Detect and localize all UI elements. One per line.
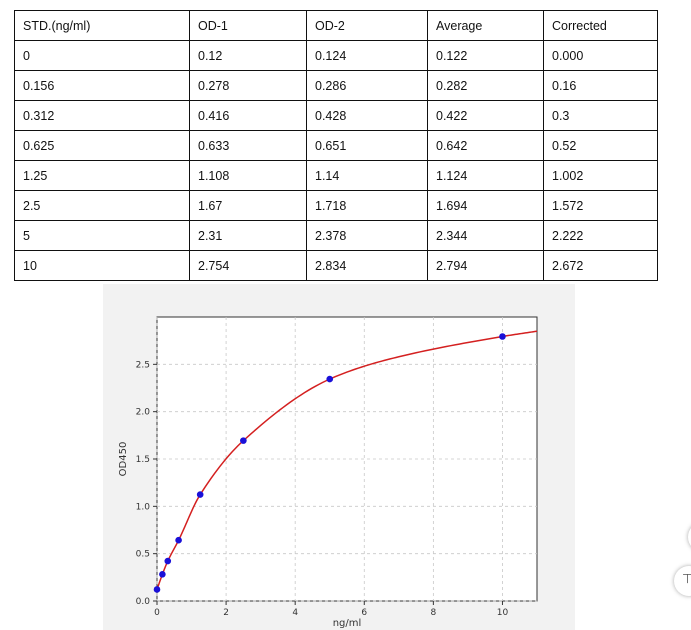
cell-od1: 2.754 (189, 250, 307, 281)
cell-std: 1.25 (14, 160, 190, 191)
x-axis-title: ng/ml (333, 618, 362, 629)
table-row: 10 2.754 2.834 2.794 2.672 (14, 250, 658, 281)
y-tick-label: 1.5 (136, 455, 150, 465)
x-tick-label: 8 (430, 608, 436, 618)
axis-ticks: 0 2 4 6 8 10 0.0 0.5 1.0 1.5 2.0 2.5 (136, 360, 509, 618)
cell-od2: 0.651 (306, 130, 428, 161)
table-row: 2.5 1.67 1.718 1.694 1.572 (14, 190, 658, 221)
table-row: 0 0.12 0.124 0.122 0.000 (14, 40, 658, 71)
y-tick-label: 0.5 (136, 550, 150, 560)
cell-od1: 0.12 (189, 40, 307, 71)
fit-curve-line (156, 330, 538, 590)
data-point (499, 333, 506, 340)
edge-circle-button[interactable]: ⊤ (674, 566, 691, 596)
cell-corrected: 1.572 (543, 190, 658, 221)
cell-od1: 0.278 (189, 70, 307, 101)
header-od2: OD-2 (306, 10, 428, 41)
data-points (153, 333, 506, 593)
cell-average: 0.282 (427, 70, 544, 101)
table-row: 0.625 0.633 0.651 0.642 0.52 (14, 130, 658, 161)
header-std: STD.(ng/ml) (14, 10, 190, 41)
x-tick-label: 6 (361, 608, 367, 618)
cell-od2: 2.834 (306, 250, 428, 281)
x-tick-label: 4 (292, 608, 298, 618)
cell-std: 0.156 (14, 70, 190, 101)
cell-std: 0.625 (14, 130, 190, 161)
cell-od1: 0.416 (189, 100, 307, 131)
data-point (240, 437, 247, 444)
cell-od1: 1.108 (189, 160, 307, 191)
table-row: 0.312 0.416 0.428 0.422 0.3 (14, 100, 658, 131)
cell-od1: 2.31 (189, 220, 307, 251)
cell-od2: 0.286 (306, 70, 428, 101)
cell-corrected: 2.222 (543, 220, 658, 251)
table-row: 1.25 1.108 1.14 1.124 1.002 (14, 160, 658, 191)
y-tick-label: 0.0 (136, 597, 151, 607)
cell-od2: 1.14 (306, 160, 428, 191)
header-od1: OD-1 (189, 10, 307, 41)
pin-icon: ⊤ (682, 572, 691, 587)
y-tick-label: 2.5 (136, 360, 150, 370)
cell-od2: 2.378 (306, 220, 428, 251)
x-tick-label: 10 (497, 608, 509, 618)
y-axis-title: OD450 (118, 442, 129, 477)
cell-od2: 0.428 (306, 100, 428, 131)
cell-average: 0.122 (427, 40, 544, 71)
x-tick-label: 2 (223, 608, 229, 618)
table-row: 5 2.31 2.378 2.344 2.222 (14, 220, 658, 251)
y-tick-label: 1.0 (136, 502, 151, 512)
cell-average: 1.694 (427, 190, 544, 221)
cell-std: 0.312 (14, 100, 190, 131)
cell-average: 1.124 (427, 160, 544, 191)
table-header-row: STD.(ng/ml) OD-1 OD-2 Average Corrected (14, 10, 658, 41)
cell-od2: 1.718 (306, 190, 428, 221)
cell-corrected: 0.3 (543, 100, 658, 131)
cell-std: 2.5 (14, 190, 190, 221)
cell-corrected: 0.52 (543, 130, 658, 161)
cell-od1: 0.633 (189, 130, 307, 161)
data-point (196, 491, 204, 498)
data-point (175, 536, 182, 544)
data-point (326, 375, 334, 383)
plot-area (156, 316, 538, 602)
standard-curve-chart: 0 2 4 6 8 10 0.0 0.5 1.0 1.5 2.0 2.5 ng/ml OD450 (103, 284, 575, 630)
fit-curve-layer (156, 330, 538, 590)
cell-std: 5 (14, 220, 190, 251)
y-tick-label: 2.0 (136, 408, 151, 418)
cell-corrected: 2.672 (543, 250, 658, 281)
header-average: Average (427, 10, 544, 41)
data-point (164, 557, 172, 565)
edge-circle-button[interactable] (688, 522, 691, 552)
table-row: 0.156 0.278 0.286 0.282 0.16 (14, 70, 658, 101)
cell-average: 2.794 (427, 250, 544, 281)
cell-std: 10 (14, 250, 190, 281)
header-corrected: Corrected (543, 10, 658, 41)
cell-average: 0.422 (427, 100, 544, 131)
cell-std: 0 (14, 40, 190, 71)
cell-od1: 1.67 (189, 190, 307, 221)
cell-corrected: 1.002 (543, 160, 658, 191)
data-point (153, 586, 161, 593)
data-point (159, 571, 166, 578)
cell-average: 0.642 (427, 130, 544, 161)
x-tick-label: 0 (154, 608, 160, 618)
standards-table: STD.(ng/ml) OD-1 OD-2 Average Corrected … (14, 10, 658, 281)
chart-canvas: 0 2 4 6 8 10 0.0 0.5 1.0 1.5 2.0 2.5 ng/ml OD450 (118, 316, 538, 629)
cell-od2: 0.124 (306, 40, 428, 71)
cell-corrected: 0.16 (543, 70, 658, 101)
cell-average: 2.344 (427, 220, 544, 251)
cell-corrected: 0.000 (543, 40, 658, 71)
